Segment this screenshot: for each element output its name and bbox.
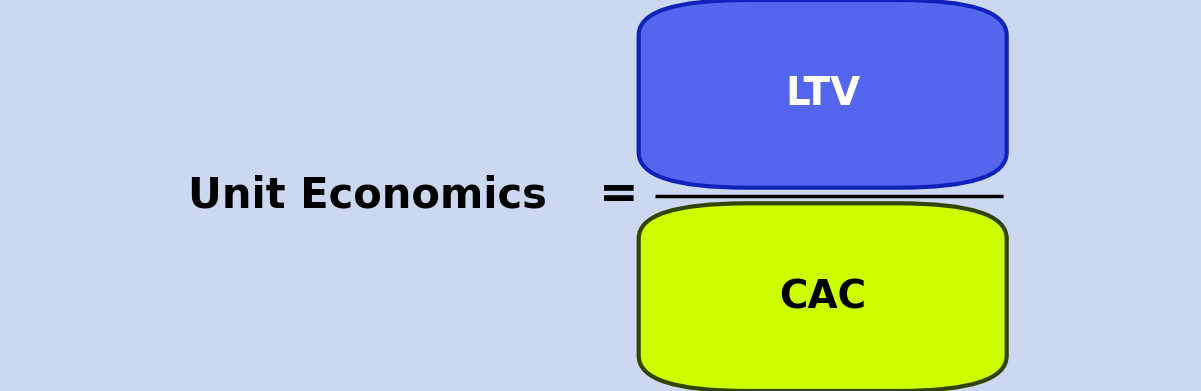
Text: CAC: CAC	[779, 278, 866, 316]
FancyBboxPatch shape	[639, 0, 1006, 188]
Text: Unit Economics: Unit Economics	[187, 174, 546, 217]
Text: LTV: LTV	[785, 75, 860, 113]
FancyBboxPatch shape	[639, 203, 1006, 391]
Text: =: =	[599, 173, 638, 218]
